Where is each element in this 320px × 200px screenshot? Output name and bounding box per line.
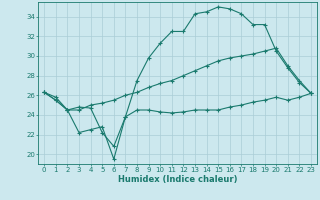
X-axis label: Humidex (Indice chaleur): Humidex (Indice chaleur)	[118, 175, 237, 184]
